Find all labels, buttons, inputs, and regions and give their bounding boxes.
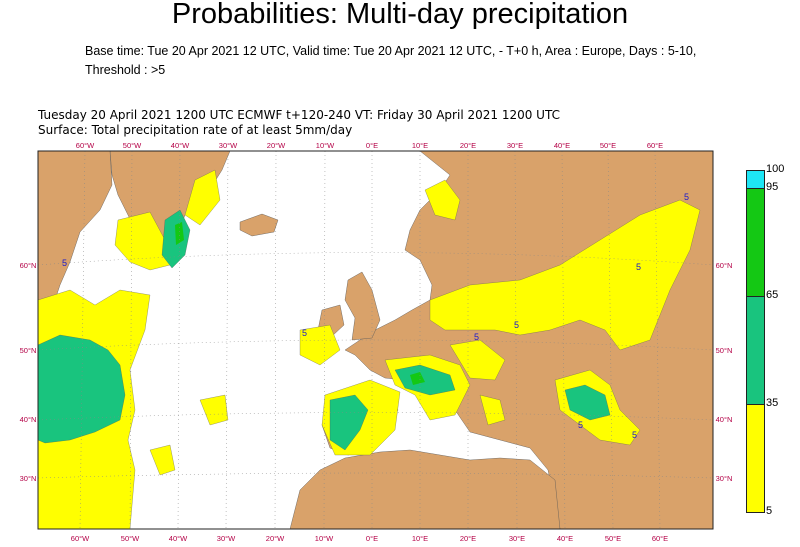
- contour-label: 5: [636, 262, 641, 272]
- axis-label: 20°W: [266, 534, 285, 543]
- latitude-labels-left: 60°N 50°N 40°N 30°N: [20, 261, 37, 483]
- prob-65-95-areas: [175, 222, 425, 385]
- axis-label: 30°E: [509, 534, 525, 543]
- axis-label: 20°E: [460, 141, 476, 150]
- longitude-labels-top: 60°W 50°W 40°W 30°W 20°W 10°W 0°E 10°E 20°E 30°E 4…: [76, 141, 663, 150]
- colorbar-band: [746, 170, 765, 189]
- axis-label: 60°E: [647, 141, 663, 150]
- axis-label: 30°E: [507, 141, 523, 150]
- colorbar-band: [746, 188, 765, 297]
- axis-label: 50°W: [121, 534, 140, 543]
- contour-label: 5: [302, 328, 307, 338]
- axis-label: 40°W: [169, 534, 188, 543]
- colorbar-label: 5: [766, 505, 773, 517]
- colorbar-label: 65: [766, 289, 779, 301]
- colorbar-band: [746, 404, 765, 513]
- axis-label: 60°N: [716, 261, 733, 270]
- latitude-labels-right: 60°N 50°N 40°N 30°N: [716, 261, 733, 483]
- axis-label: 30°N: [20, 474, 37, 483]
- axis-label: 20°W: [267, 141, 286, 150]
- colorbar-label: 100: [766, 163, 785, 175]
- axis-label: 20°E: [460, 534, 476, 543]
- land-iceland: [239, 213, 279, 237]
- axis-label: 50°N: [20, 346, 37, 355]
- contour-label: 5: [514, 320, 519, 330]
- axis-label: 60°W: [76, 141, 95, 150]
- axis-label: 40°W: [171, 141, 190, 150]
- axis-label: 50°E: [600, 141, 616, 150]
- axis-label: 30°W: [217, 534, 236, 543]
- prob-35-65-areas: [38, 209, 611, 451]
- axis-label: 30°W: [219, 141, 238, 150]
- page-title: Probabilities: Multi-day precipitation: [171, 0, 629, 30]
- contour-label: 5: [578, 420, 583, 430]
- contour-label: 5: [684, 192, 689, 202]
- axis-label: 0°E: [366, 534, 378, 543]
- graticule: [38, 151, 713, 529]
- axis-label: 50°E: [605, 534, 621, 543]
- axis-label: 50°N: [716, 346, 733, 355]
- axis-label: 60°E: [652, 534, 668, 543]
- contour-labels: 5 5 5 5 5 5 5 5: [62, 192, 689, 440]
- axis-label: 10°W: [316, 141, 335, 150]
- map-header-line1: Tuesday 20 April 2021 1200 UTC ECMWF t+1…: [38, 108, 560, 122]
- axis-label: 30°N: [716, 474, 733, 483]
- map-header-line2: Surface: Total precipitation rate of at …: [38, 123, 353, 137]
- contour-label: 5: [62, 258, 67, 268]
- land-britain: [344, 271, 381, 341]
- axis-label: 60°N: [20, 261, 37, 270]
- contour-label: 5: [474, 332, 479, 342]
- axis-label: 10°E: [412, 141, 428, 150]
- subtitle: Base time: Tue 20 Apr 2021 12 UTC, Valid…: [85, 44, 697, 77]
- contour-label: 5: [632, 430, 637, 440]
- colorbar-band: [746, 296, 765, 405]
- axis-label: 60°W: [71, 534, 90, 543]
- map-frame: [37, 150, 714, 530]
- axis-label: 40°N: [20, 415, 37, 424]
- axis-label: 40°N: [716, 415, 733, 424]
- axis-label: 40°E: [554, 141, 570, 150]
- axis-label: 10°W: [315, 534, 334, 543]
- axis-label: 50°W: [123, 141, 142, 150]
- land-africa: [289, 449, 561, 529]
- longitude-labels-bottom: 60°W 50°W 40°W 30°W 20°W 10°W 0°E 10°E 20°E 30°E 4…: [71, 534, 668, 543]
- axis-label: 10°E: [412, 534, 428, 543]
- axis-label: 0°E: [366, 141, 378, 150]
- axis-label: 40°E: [557, 534, 573, 543]
- colorbar-label: 95: [766, 181, 779, 193]
- colorbar-label: 35: [766, 397, 779, 409]
